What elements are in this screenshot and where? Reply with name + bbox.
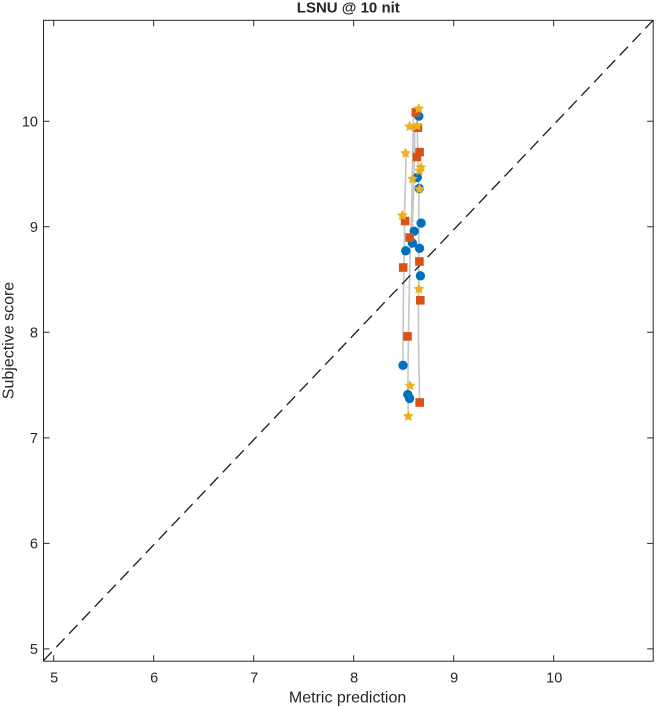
svg-text:7: 7 (30, 431, 38, 447)
svg-text:6: 6 (30, 537, 38, 553)
svg-text:9: 9 (450, 671, 458, 687)
svg-text:Subjective score: Subjective score (1, 282, 18, 399)
svg-text:10: 10 (546, 671, 562, 687)
svg-text:5: 5 (30, 642, 38, 658)
svg-text:8: 8 (350, 671, 358, 687)
svg-text:10: 10 (22, 115, 38, 131)
svg-text:Metric prediction: Metric prediction (289, 690, 406, 707)
svg-text:5: 5 (50, 671, 58, 687)
svg-text:LSNU @ 10 nit: LSNU @ 10 nit (297, 0, 400, 17)
svg-text:6: 6 (150, 671, 158, 687)
svg-text:8: 8 (30, 326, 38, 342)
svg-text:7: 7 (250, 671, 258, 687)
svg-text:9: 9 (30, 220, 38, 236)
